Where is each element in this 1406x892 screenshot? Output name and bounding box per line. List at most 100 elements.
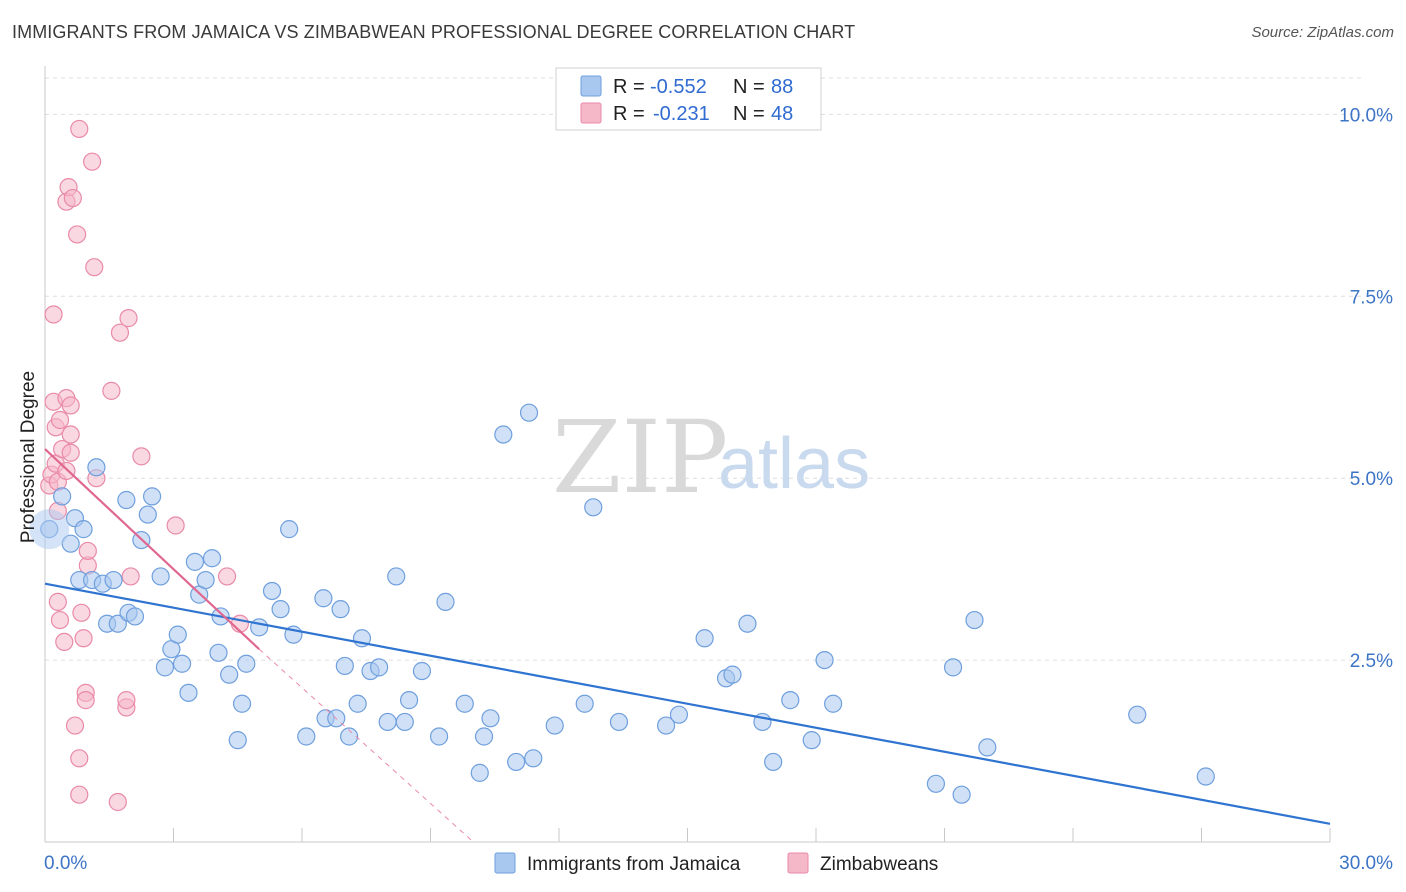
jamaica-point-84 xyxy=(978,738,997,757)
series-legend-swatch-zimbabweans xyxy=(787,852,809,874)
zimbabweans-point-10 xyxy=(50,410,70,430)
zimbabweans-point-44 xyxy=(217,567,237,586)
zimbabweans-point-37 xyxy=(110,323,130,342)
jamaica-point-77 xyxy=(802,731,821,750)
grid-lines xyxy=(45,77,1365,661)
jamaica-point-56 xyxy=(455,694,474,713)
zimbabweans-point-32 xyxy=(83,152,102,171)
jamaica-point-83 xyxy=(965,610,984,630)
jamaica-point-67 xyxy=(609,712,629,732)
jamaica-point-76 xyxy=(781,691,800,710)
zimbabweans-point-36 xyxy=(108,792,127,812)
jamaica-point-48 xyxy=(370,658,389,677)
y-tick-label-2: 7.5% xyxy=(1350,287,1393,308)
watermark-atlas: atlas xyxy=(718,424,870,504)
series-legend: Immigrants from Jamaica Zimbabweans xyxy=(494,852,938,875)
jamaica-point-54 xyxy=(429,727,449,746)
zimbabweans-point-8 xyxy=(48,592,67,611)
watermark-zip: ZIP xyxy=(552,399,728,516)
jamaica-point-45 xyxy=(348,694,367,713)
jamaica-point-13 xyxy=(125,607,145,626)
jamaica-point-64 xyxy=(545,716,564,735)
jamaica-point-27 xyxy=(202,549,222,568)
jamaica-point-80 xyxy=(926,774,946,793)
zimbabweans-point-9 xyxy=(50,610,70,630)
axes xyxy=(44,66,1331,843)
zimbabweans-point-17 xyxy=(61,396,80,415)
jamaica-point-large xyxy=(29,509,70,550)
legend-n-label-zimbabweans: N = xyxy=(733,103,765,125)
y-tick-label-3: 10.0% xyxy=(1339,105,1393,126)
jamaica-point-30 xyxy=(220,665,239,684)
y-tick-label-0: 2.5% xyxy=(1350,651,1393,672)
jamaica-point-15 xyxy=(117,490,136,510)
jamaica-point-11 xyxy=(108,614,127,633)
zimbabweans-point-21 xyxy=(65,716,85,735)
zimbabweans-point-18 xyxy=(61,425,80,444)
jamaica-point-22 xyxy=(172,654,192,673)
jamaica-point-21 xyxy=(168,625,187,644)
jamaica-point-4 xyxy=(74,520,93,539)
zimbabweans-point-26 xyxy=(72,603,91,622)
zimbabweans-point-39 xyxy=(117,691,136,710)
series-legend-swatch-jamaica xyxy=(494,852,516,874)
jamaica-point-32 xyxy=(232,694,252,713)
jamaica-point-79 xyxy=(824,694,843,713)
jamaica-point-86 xyxy=(1196,767,1215,786)
zimbabweans-point-12 xyxy=(55,632,74,652)
jamaica-point-61 xyxy=(507,752,526,772)
jamaica-point-60 xyxy=(494,425,513,444)
jamaica-point-33 xyxy=(237,654,256,673)
x-tick-label-1: 30.0% xyxy=(1339,853,1393,874)
jamaica-point-23 xyxy=(179,683,198,702)
zimbabweans-point-43 xyxy=(166,516,185,535)
series-legend-label-jamaica: Immigrants from Jamaica xyxy=(527,854,741,875)
correlation-legend: R = -0.552 N = 88 R = -0.231 N = 48 xyxy=(555,67,822,131)
zimbabweans-point-27 xyxy=(74,629,93,648)
jamaica-point-36 xyxy=(271,600,290,619)
jamaica-point-85 xyxy=(1128,705,1147,724)
jamaica-point-7 xyxy=(87,458,106,477)
jamaica-point-65 xyxy=(575,694,594,713)
jamaica-point-63 xyxy=(524,749,543,768)
legend-swatch-jamaica xyxy=(580,75,602,97)
jamaica-point-16 xyxy=(138,505,157,524)
zimbabweans-point-15 xyxy=(57,461,76,481)
zimbabweans-point-33 xyxy=(85,258,104,277)
trendline-zimbabweans xyxy=(44,448,260,650)
jamaica-point-31 xyxy=(228,731,247,750)
jamaica-point-69 xyxy=(669,705,689,724)
legend-r-label-jamaica: R = xyxy=(613,76,645,98)
zimbabweans-point-3 xyxy=(44,305,63,324)
y-axis-label: Professional Degree xyxy=(18,371,39,543)
jamaica-point-53 xyxy=(412,661,432,681)
legend-n-value-jamaica: 88 xyxy=(771,76,793,98)
zimbabweans-point-23 xyxy=(70,785,89,804)
jamaica-point-1 xyxy=(53,487,72,506)
jamaica-point-18 xyxy=(151,567,170,586)
jamaica-point-49 xyxy=(378,712,397,732)
source-credit: Source: ZipAtlas.com xyxy=(1251,24,1394,41)
jamaica-point-78 xyxy=(815,650,834,670)
jamaica-point-51 xyxy=(395,712,414,732)
zimbabweans-point-19 xyxy=(61,443,80,462)
x-tick-labels: 0.0% 30.0% xyxy=(44,853,1393,874)
zimbabweans-point-40 xyxy=(119,309,138,328)
trendlines xyxy=(44,448,1331,843)
jamaica-point-19 xyxy=(155,658,175,677)
zimbabweans-point-20 xyxy=(63,188,82,208)
legend-r-value-zimbabweans: -0.231 xyxy=(653,103,710,125)
jamaica-point-37 xyxy=(280,520,299,539)
jamaica-point-52 xyxy=(399,691,419,710)
zimbabweans-points xyxy=(40,119,249,812)
jamaica-point-17 xyxy=(142,487,162,506)
jamaica-points xyxy=(29,403,1215,804)
jamaica-point-29 xyxy=(209,643,228,662)
zimbabweans-point-35 xyxy=(102,381,121,400)
jamaica-point-39 xyxy=(297,727,316,746)
jamaica-point-81 xyxy=(943,658,963,677)
zimbabweans-point-29 xyxy=(76,691,95,710)
jamaica-point-72 xyxy=(723,665,742,684)
jamaica-point-58 xyxy=(474,727,494,746)
jamaica-point-68 xyxy=(656,716,676,735)
